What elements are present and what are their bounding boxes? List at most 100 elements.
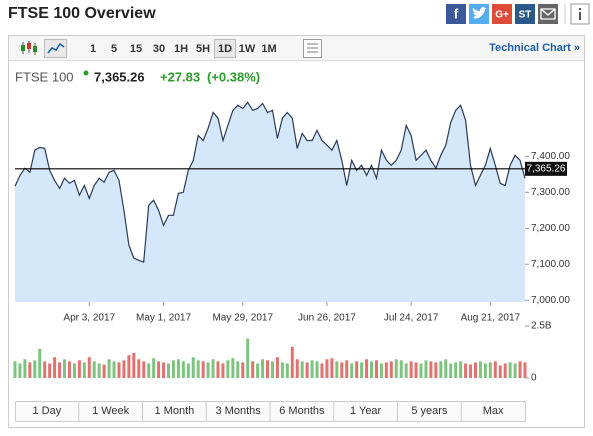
volume-bar (38, 348, 42, 378)
interval-button[interactable]: 1W (239, 43, 256, 55)
interval-button[interactable]: 1M (261, 43, 276, 55)
interval-button[interactable]: 15 (130, 43, 142, 55)
volume-bar (270, 361, 274, 378)
volume-bar (147, 363, 151, 378)
volume-bar (152, 358, 156, 378)
live-dot (83, 70, 89, 76)
volume-bar (280, 362, 284, 378)
volume-bar (142, 361, 146, 378)
candle-icon[interactable] (21, 41, 37, 55)
volume-bar (459, 361, 463, 378)
volume-bar (275, 357, 279, 378)
volume-bar (493, 361, 497, 378)
range-button[interactable]: 1 Month (155, 405, 195, 417)
volume-bar (335, 361, 339, 378)
interval-button[interactable]: 30 (153, 43, 165, 55)
volume-bar (350, 363, 354, 378)
volume-bar (87, 357, 91, 378)
range-button[interactable]: 6 Months (279, 405, 325, 417)
volume-bar (231, 358, 235, 378)
share-facebook[interactable] (446, 4, 466, 24)
y-tick-label: 7,100.00 (531, 259, 570, 270)
volume-bar (226, 360, 230, 378)
volume-bar (508, 362, 512, 378)
volume-bar (251, 361, 255, 378)
range-button[interactable]: 1 Day (33, 405, 62, 417)
volume-bar (58, 362, 62, 378)
volume-bar (290, 346, 294, 378)
y-tick-label: 7,400.00 (531, 151, 570, 162)
settings-lines (307, 43, 318, 53)
info-dot (579, 8, 581, 10)
volume-bar (384, 362, 388, 378)
share-google-label: G+ (495, 10, 509, 21)
interval-button[interactable]: 5 (111, 43, 117, 55)
volume-bar (345, 360, 349, 378)
volume-bar (63, 359, 67, 378)
volume-bar (295, 359, 299, 378)
volume-tick-label: 2.5B (531, 321, 552, 332)
x-tick-label: Apr 3, 2017 (63, 313, 115, 324)
volume-bar (389, 361, 393, 378)
range-button[interactable]: 5 years (411, 405, 448, 417)
interval-button[interactable]: 1H (174, 43, 188, 55)
volume-bar (478, 361, 482, 378)
volume-bar (513, 363, 517, 378)
volume-bar (191, 357, 195, 378)
y-tick-label: 7,200.00 (531, 223, 570, 234)
x-tick-label: May 1, 2017 (136, 313, 191, 324)
share-facebook-label: f (454, 6, 459, 22)
volume-bar (112, 361, 116, 378)
toolbar (9, 36, 584, 60)
volume-bar (483, 363, 487, 378)
volume-bar (77, 360, 81, 378)
volume-bar (97, 363, 101, 378)
x-tick-label: Jun 26, 2017 (298, 313, 356, 324)
share-stocktwits[interactable] (515, 4, 535, 24)
info-bar (579, 12, 581, 20)
share-stocktwits-label: ST (519, 10, 532, 21)
range-button[interactable]: Max (483, 405, 504, 417)
volume-bar (181, 361, 185, 378)
volume-bar (33, 360, 37, 378)
volume-bar (379, 363, 383, 378)
volume-bar (285, 363, 289, 378)
interval-button[interactable]: 1D (218, 43, 232, 55)
volume-bar (107, 359, 111, 378)
volume-bar (370, 361, 374, 378)
volume-bar (186, 363, 190, 378)
volume-bar (315, 361, 319, 378)
volume-bar (429, 361, 433, 378)
volume-bar (488, 362, 492, 378)
range-button[interactable]: 1 Week (92, 405, 130, 417)
interval-button[interactable]: 1 (90, 43, 96, 55)
quote-change: +27.83 (160, 69, 200, 84)
area-icon[interactable] (44, 39, 67, 58)
volume-bar (72, 363, 76, 378)
volume-bar (320, 363, 324, 378)
interval-active (214, 39, 236, 58)
volume-bar (469, 364, 473, 378)
volume-bar (53, 357, 57, 378)
share-google[interactable] (492, 4, 512, 24)
title: FTSE 100 Overview (8, 5, 156, 22)
interval-button[interactable]: 5H (196, 43, 210, 55)
range-button[interactable]: 3 Months (216, 405, 262, 417)
volume-bar (394, 359, 398, 378)
volume-bar (176, 359, 180, 378)
volume-bar (503, 363, 507, 378)
last-price-label: 7,365.26 (527, 163, 566, 174)
volume-bar (360, 362, 364, 378)
volume-bar (127, 355, 131, 378)
technical-chart-link[interactable]: Technical Chart » (489, 42, 580, 54)
volume-bar (444, 359, 448, 378)
volume-bar (305, 362, 309, 378)
volume-bar (171, 360, 175, 378)
twitter-icon (472, 7, 487, 19)
volume-bar (330, 358, 334, 378)
volume-bar (206, 362, 210, 378)
volume-bar (137, 359, 141, 378)
volume-bar (132, 353, 136, 378)
range-button[interactable]: 1 Year (350, 405, 382, 417)
